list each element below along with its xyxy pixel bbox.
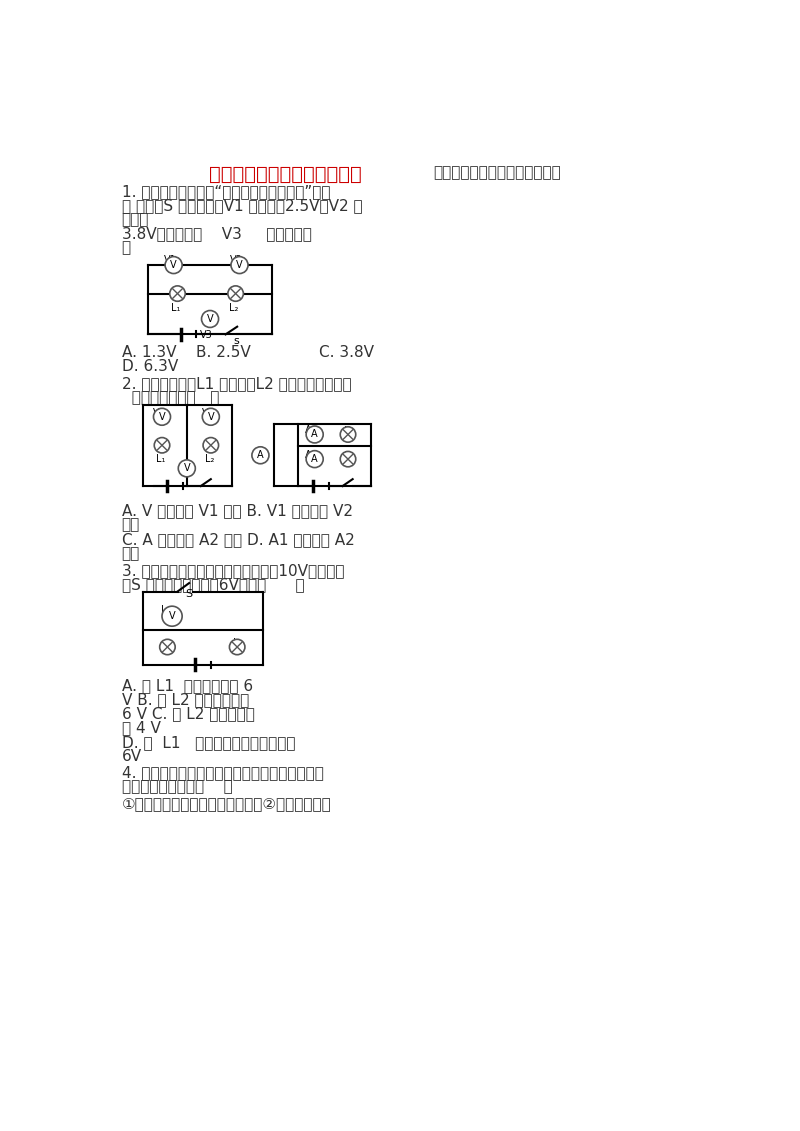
Text: L₁: L₁	[344, 426, 354, 437]
Text: V: V	[236, 260, 243, 270]
Text: 6V: 6V	[122, 750, 142, 765]
Text: C. A 示数等于 A2 示数 D. A1 示数大于 A2: C. A 示数等于 A2 示数 D. A1 示数大于 A2	[122, 533, 354, 547]
Text: 关S 后，电压表示数为6V，则（      ）: 关S 后，电压表示数为6V，则（ ）	[122, 577, 304, 592]
Text: A₂: A₂	[306, 450, 316, 460]
Text: 1. 如图所示，在探究“串联电路电压的关系”时，: 1. 如图所示，在探究“串联电路电压的关系”时，	[122, 184, 330, 199]
Text: A: A	[311, 430, 318, 440]
Circle shape	[202, 311, 218, 328]
Text: 灯均发光，则（   ）: 灯均发光，则（ ）	[122, 390, 219, 405]
Circle shape	[340, 426, 356, 442]
Text: 示数是: 示数是	[122, 211, 149, 227]
Text: L₁: L₁	[156, 455, 165, 465]
Text: 6 V C. 灯 L2 两端的电压: 6 V C. 灯 L2 两端的电压	[122, 706, 254, 722]
Text: 示数: 示数	[122, 517, 140, 532]
Text: V1: V1	[164, 256, 177, 265]
Circle shape	[203, 438, 218, 452]
Circle shape	[306, 450, 323, 467]
Circle shape	[306, 426, 323, 443]
Circle shape	[202, 408, 219, 425]
Text: 步骤正确的顺序是（    ）: 步骤正确的顺序是（ ）	[122, 779, 233, 794]
Text: V: V	[207, 412, 214, 422]
Text: D. 6.3V: D. 6.3V	[122, 359, 178, 374]
Circle shape	[178, 460, 195, 477]
Text: V: V	[206, 314, 214, 323]
Text: V₂: V₂	[202, 407, 212, 417]
Text: V: V	[170, 260, 177, 270]
Circle shape	[154, 408, 170, 425]
Text: 4. 在探究串联电路中的电压规律时，下列的实验: 4. 在探究串联电路中的电压规律时，下列的实验	[122, 766, 323, 780]
Text: A: A	[311, 455, 318, 464]
Text: A. V 示数等于 V1 示数 B. V1 示数大于 V2: A. V 示数等于 V1 示数 B. V1 示数大于 V2	[122, 503, 353, 518]
Text: 3.8V，则电压表    V3     的示数是（: 3.8V，则电压表 V3 的示数是（	[122, 226, 311, 241]
Text: A. 1.3V    B. 2.5V              C. 3.8V: A. 1.3V B. 2.5V C. 3.8V	[122, 345, 374, 360]
Text: V₁: V₁	[153, 407, 163, 417]
Text: 为 4 V: 为 4 V	[122, 720, 161, 735]
Text: S: S	[186, 589, 192, 599]
Text: L₂: L₂	[344, 450, 354, 460]
Text: V B. 灯 L2 两端的电压为: V B. 灯 L2 两端的电压为	[122, 692, 249, 707]
Text: 示数: 示数	[122, 546, 140, 561]
Text: L₁: L₁	[171, 303, 181, 313]
Text: V: V	[169, 611, 175, 621]
Circle shape	[165, 257, 182, 274]
Text: A: A	[257, 450, 264, 460]
Circle shape	[162, 606, 182, 627]
Circle shape	[228, 286, 243, 301]
Text: L₂: L₂	[233, 638, 242, 648]
Circle shape	[160, 639, 175, 655]
Text: 2. 图所示电路，L1 的电阿比L2 的小。开关闭合，: 2. 图所示电路，L1 的电阿比L2 的小。开关闭合，	[122, 375, 351, 391]
Circle shape	[340, 451, 356, 467]
Text: A. 灯 L1  两端的电压为 6: A. 灯 L1 两端的电压为 6	[122, 679, 253, 693]
Text: V2: V2	[230, 256, 243, 265]
Text: D. 灯  L1   和电源两端的电压之和为: D. 灯 L1 和电源两端的电压之和为	[122, 735, 295, 751]
Circle shape	[154, 438, 170, 452]
Text: V: V	[158, 412, 166, 422]
Text: 3. 如图所示电路中，已知电源电压为10V，闭合开: 3. 如图所示电路中，已知电源电压为10V，闭合开	[122, 563, 344, 578]
Text: s: s	[234, 336, 239, 346]
Text: L₁: L₁	[162, 605, 170, 614]
Text: ①熟惉电压表的量程和正确读法；②正确读出所测: ①熟惉电压表的量程和正确读法；②正确读出所测	[122, 796, 331, 811]
Text: V: V	[183, 464, 190, 474]
Text: V3: V3	[200, 330, 213, 339]
Circle shape	[252, 447, 269, 464]
Text: ）: ）	[122, 240, 131, 254]
Text: L₂: L₂	[230, 303, 239, 313]
Text: 量的电压的数据，并记录下来；: 量的电压的数据，并记录下来；	[434, 165, 561, 180]
Circle shape	[230, 639, 245, 655]
Text: A₁: A₁	[306, 425, 316, 435]
Text: L₂: L₂	[205, 455, 214, 465]
Text: 探究串、并联电路中电压基础: 探究串、并联电路中电压基础	[209, 165, 362, 184]
Circle shape	[231, 257, 248, 274]
Text: 闭 合开关S 后，电压表V1 的示数是2.5V，V2 的: 闭 合开关S 后，电压表V1 的示数是2.5V，V2 的	[122, 198, 362, 213]
Circle shape	[170, 286, 186, 301]
